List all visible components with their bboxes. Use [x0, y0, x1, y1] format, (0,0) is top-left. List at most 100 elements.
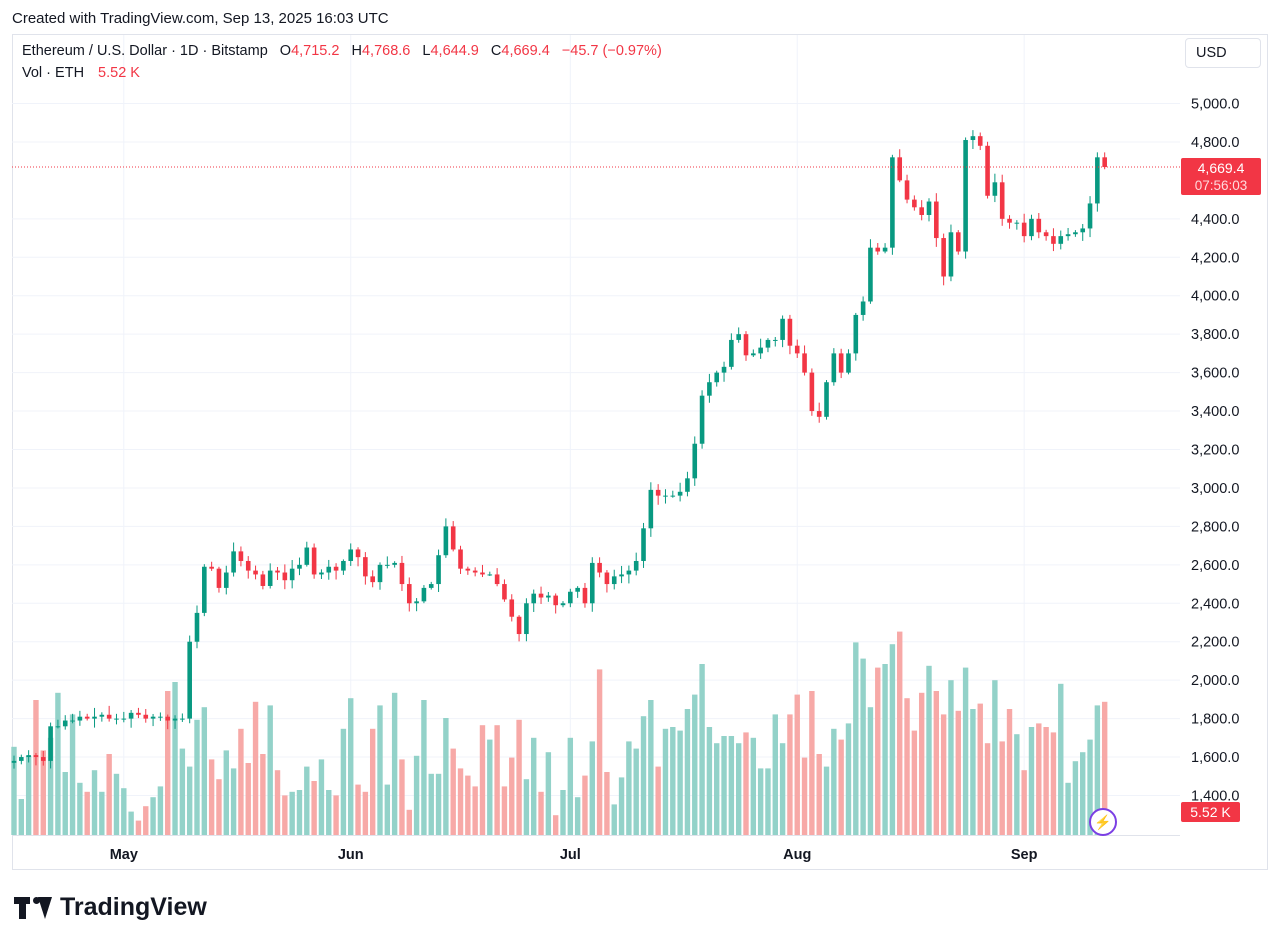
volume-bar [77, 782, 83, 835]
open-value: 4,715.2 [291, 43, 340, 59]
volume-bar [384, 784, 391, 835]
volume-bar [1006, 709, 1013, 835]
candle-body [977, 136, 983, 146]
tradingview-logo[interactable]: TradingView [14, 893, 207, 922]
volume-bar [1072, 761, 1079, 835]
high-label: H [351, 43, 362, 59]
volume-bar [465, 775, 471, 835]
volume-bar [765, 768, 771, 835]
currency-button[interactable]: USD [1185, 38, 1261, 68]
volume-bar [626, 741, 632, 835]
volume-bar [618, 777, 625, 835]
volume-bar [787, 714, 793, 835]
candle-body [919, 207, 924, 215]
volume-bar [1058, 683, 1064, 835]
candle-body [846, 353, 851, 373]
candle-body [948, 232, 954, 277]
volume-bar [831, 728, 837, 835]
candle-body [780, 318, 785, 340]
time-tick-label: Aug [783, 847, 811, 863]
candle-body [963, 140, 968, 252]
volume-bar [714, 743, 720, 835]
candle-body [231, 551, 236, 573]
volume-bar [772, 714, 778, 835]
volume-bar [106, 754, 112, 835]
candle-body [1065, 234, 1071, 237]
volume-bar [904, 698, 910, 835]
volume-bar [413, 755, 420, 835]
candle-body [677, 491, 683, 496]
volume-bar [574, 797, 581, 835]
candle-body [531, 593, 537, 604]
volume-bar [750, 737, 757, 835]
volume-bar [91, 770, 98, 835]
candle-body [787, 318, 793, 346]
candle-body [707, 382, 712, 396]
candle-body [589, 562, 595, 604]
candle-body [809, 372, 815, 412]
volume-bar [47, 737, 54, 835]
volume-label[interactable]: Vol · ETH [22, 65, 85, 81]
candle-body [33, 755, 39, 758]
candle-body [128, 712, 134, 719]
candle-body [245, 560, 251, 571]
candle-body [772, 339, 778, 341]
candle-body [275, 570, 280, 573]
candle-body [516, 616, 522, 635]
volume-bar [267, 705, 273, 835]
candle-body [202, 566, 207, 613]
volume-bar [940, 714, 947, 835]
volume-bar [809, 691, 815, 835]
candle-body [355, 549, 361, 558]
candle-body [55, 726, 61, 728]
candle-body [304, 547, 310, 565]
candle-body [985, 145, 990, 196]
volume-bar [435, 773, 442, 835]
candle-body [582, 587, 588, 604]
candle-body [282, 572, 288, 581]
lightning-icon[interactable]: ⚡ [1089, 808, 1117, 836]
volume-bar [933, 691, 940, 835]
candle-body [1007, 218, 1012, 223]
last-price-tag: 4,669.4 07:56:03 [1181, 158, 1261, 195]
candle-body [758, 347, 763, 354]
volume-bar [589, 741, 595, 835]
candle-body [926, 201, 932, 215]
volume-bar [962, 667, 969, 835]
volume-bar [252, 701, 259, 835]
candle-body [267, 570, 273, 586]
volume-bar [289, 791, 295, 835]
volume-bar [157, 786, 164, 835]
volume-bar [816, 754, 822, 835]
candle-body [494, 574, 500, 585]
candle-body [941, 238, 946, 277]
candle-body [223, 572, 229, 588]
volume-bar [875, 667, 881, 835]
candle-body [333, 566, 339, 571]
volume-value: 5.52 K [98, 65, 140, 81]
price-tick-label: 2,600.0 [1191, 558, 1239, 574]
candle-body [633, 560, 639, 571]
candle-body [897, 157, 903, 181]
volume-bar [545, 752, 552, 835]
chart-pane[interactable] [12, 34, 1268, 870]
volume-bar [340, 728, 347, 835]
candle-body [860, 301, 866, 315]
candle-body [692, 443, 698, 479]
volume-bar [1036, 723, 1042, 835]
candle-body [62, 720, 68, 727]
close-label: C [490, 43, 502, 59]
volume-bar [165, 691, 171, 835]
volume-bar [655, 766, 661, 835]
volume-bar [11, 746, 17, 835]
price-tick-label: 1,600.0 [1191, 750, 1239, 766]
candle-body [370, 576, 375, 583]
symbol-title[interactable]: Ethereum / U.S. Dollar · 1D · Bitstamp [22, 43, 268, 59]
price-tick-label: 2,200.0 [1191, 635, 1239, 651]
volume-bar [333, 795, 339, 835]
candle-body [502, 584, 507, 600]
grid-lines [12, 35, 1180, 835]
volume-bar [186, 766, 193, 835]
volume-bar [121, 788, 127, 835]
